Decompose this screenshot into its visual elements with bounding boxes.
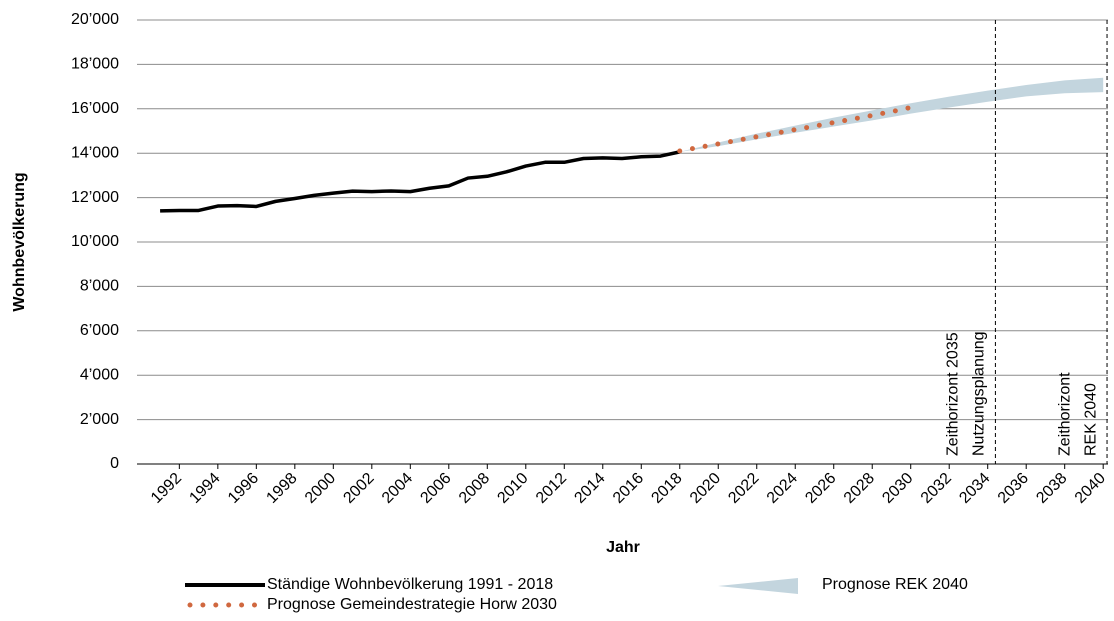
- x-axis-label: Jahr: [606, 539, 640, 556]
- x-tick-label: 2014: [571, 470, 608, 507]
- x-tick-label: 2022: [725, 470, 762, 507]
- x-tick-label: 2006: [417, 470, 454, 507]
- x-tick-label: 1994: [186, 470, 223, 507]
- y-axis-label: Wohnbevölkerung: [11, 172, 28, 311]
- x-tick-label: 2010: [494, 470, 531, 507]
- y-tick-label: 4’000: [80, 366, 119, 383]
- x-tick-label: 2018: [648, 470, 685, 507]
- y-tick-label: 18’000: [71, 56, 119, 73]
- x-tick-label: 2028: [841, 470, 878, 507]
- legend-label: Prognose REK 2040: [822, 576, 968, 593]
- y-tick-label: 6’000: [80, 322, 119, 339]
- y-tick-label: 2’000: [80, 411, 119, 428]
- x-tick-label: 2026: [802, 470, 839, 507]
- x-tick-label: 2016: [610, 470, 647, 507]
- x-tick-label: 2002: [340, 470, 377, 507]
- legend-swatch: [718, 578, 798, 594]
- x-tick-label: 2034: [956, 470, 993, 507]
- legend-label: Ständige Wohnbevölkerung 1991 - 2018: [267, 576, 553, 593]
- y-tick-label: 20’000: [71, 11, 119, 28]
- x-tick-label: 2038: [1033, 470, 1070, 507]
- forecast-band: [679, 77, 1104, 152]
- y-tick-label: 12’000: [71, 189, 119, 206]
- x-tick-label: 2036: [995, 470, 1032, 507]
- annotation-text: Zeithorizont: [1056, 372, 1073, 456]
- annotation-text: REK 2040: [1082, 383, 1099, 456]
- x-tick-label: 2000: [302, 470, 339, 507]
- x-tick-label: 2024: [764, 470, 801, 507]
- x-tick-label: 1998: [263, 470, 300, 507]
- y-tick-label: 16’000: [71, 100, 119, 117]
- x-tick-label: 2032: [918, 470, 955, 507]
- legend-label: Prognose Gemeindestrategie Horw 2030: [267, 596, 557, 613]
- y-tick-label: 10’000: [71, 233, 119, 250]
- x-tick-label: 1996: [225, 470, 262, 507]
- series-line: [677, 104, 914, 154]
- annotation-text: Nutzungsplanung: [971, 331, 988, 456]
- x-tick-label: 2004: [379, 470, 416, 507]
- x-tick-label: 2008: [456, 470, 493, 507]
- y-tick-label: 8’000: [80, 278, 119, 295]
- annotation-text: Zeithorizont 2035: [945, 332, 962, 456]
- x-tick-label: 2040: [1072, 470, 1109, 507]
- y-tick-label: 14’000: [71, 144, 119, 161]
- x-tick-label: 1992: [148, 470, 185, 507]
- y-tick-label: 0: [110, 455, 119, 472]
- x-tick-label: 2020: [687, 470, 724, 507]
- x-tick-label: 2012: [533, 470, 570, 507]
- series-line: [160, 150, 681, 213]
- x-tick-label: 2030: [879, 470, 916, 507]
